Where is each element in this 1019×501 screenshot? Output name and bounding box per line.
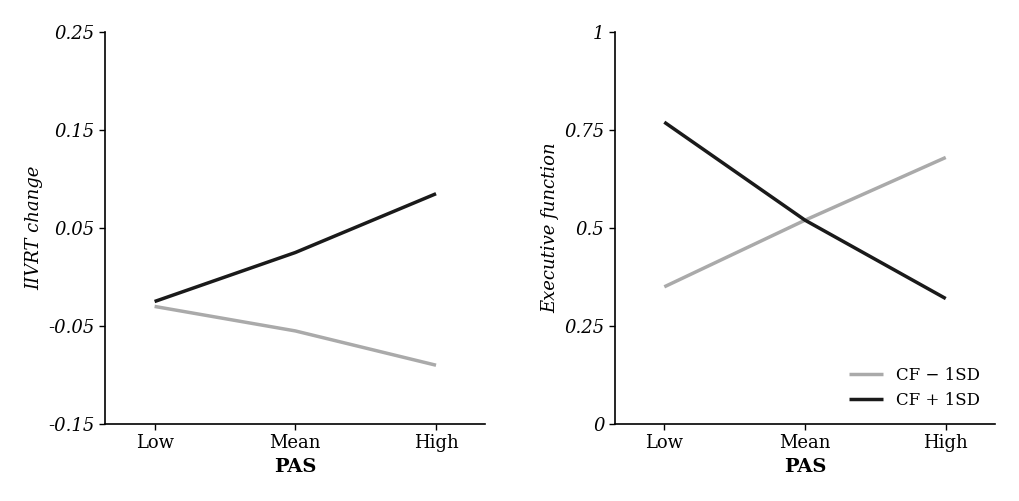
Legend: CF − 1SD, CF + 1SD: CF − 1SD, CF + 1SD	[842, 360, 985, 416]
CF − 1SD	[149, 304, 161, 310]
X-axis label: PAS: PAS	[783, 458, 825, 476]
CF − 1SD	[938, 154, 951, 160]
CF − 1SD	[289, 328, 302, 334]
Line: CF − 1SD: CF − 1SD	[663, 157, 945, 287]
X-axis label: PAS: PAS	[274, 458, 316, 476]
CF + 1SD	[657, 119, 669, 125]
CF + 1SD	[938, 296, 951, 302]
Line: CF + 1SD: CF + 1SD	[663, 122, 945, 299]
CF + 1SD	[429, 191, 441, 197]
Y-axis label: Executive function: Executive function	[540, 143, 558, 313]
Line: CF − 1SD: CF − 1SD	[155, 307, 435, 365]
CF − 1SD	[429, 362, 441, 368]
Y-axis label: IIVRT change: IIVRT change	[25, 166, 43, 290]
CF + 1SD	[149, 299, 161, 305]
CF + 1SD	[289, 249, 302, 256]
Line: CF + 1SD: CF + 1SD	[155, 194, 435, 302]
CF + 1SD	[798, 217, 810, 223]
CF − 1SD	[798, 217, 810, 223]
CF − 1SD	[657, 284, 669, 290]
